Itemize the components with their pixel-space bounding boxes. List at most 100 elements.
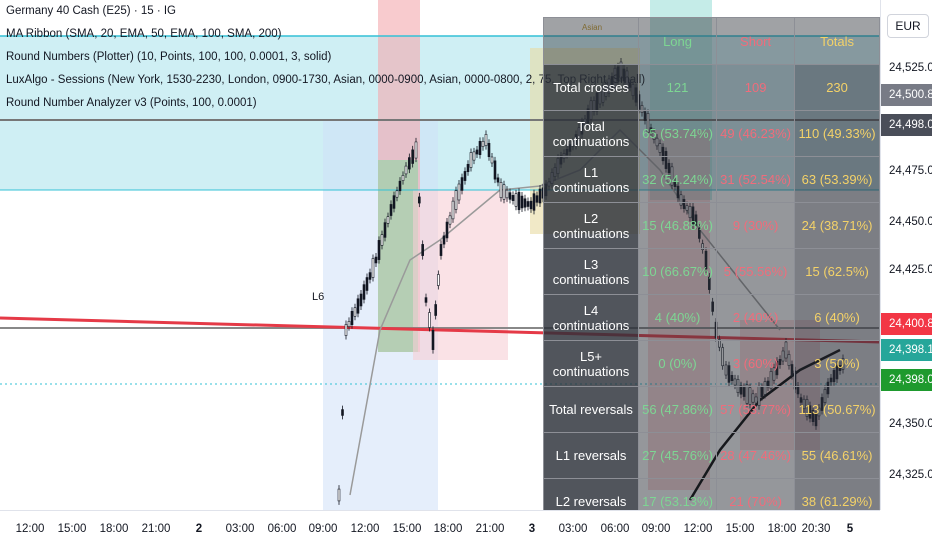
candle	[460, 177, 464, 191]
stats-header-empty	[543, 17, 639, 65]
stats-row-label: L1 reversals	[543, 432, 639, 479]
stats-row: L2 continuations 15 (46.88%) 9 (30%) 24 (38…	[543, 202, 880, 249]
chart-area[interactable]: Asian L6 Germany 40 Cash (E25) · 15 · IG…	[0, 0, 880, 510]
stats-long-value: 17 (53.13%)	[637, 478, 718, 510]
candle	[463, 171, 467, 181]
candle	[377, 240, 381, 260]
price-tag: 24,498.0	[881, 114, 932, 136]
candle	[478, 141, 482, 155]
time-label: 15:00	[392, 523, 422, 535]
stats-short-value: 3 (60%)	[716, 340, 796, 387]
stats-total-value: 230	[794, 64, 880, 111]
time-label: 12:00	[350, 523, 380, 535]
candle	[490, 156, 494, 164]
time-label: 18:00	[767, 523, 797, 535]
candle	[502, 184, 506, 200]
time-label: 09:00	[641, 523, 671, 535]
candle	[472, 151, 476, 161]
candle	[371, 258, 375, 278]
stats-long-value: 4 (40%)	[637, 294, 718, 341]
candle	[532, 193, 536, 211]
time-label: 09:00	[308, 523, 338, 535]
stats-short-value: 28 (47.46%)	[716, 432, 796, 479]
stats-long-value: 56 (47.86%)	[637, 386, 718, 433]
candle	[434, 304, 437, 316]
candle	[374, 256, 378, 264]
stats-row: L2 reversals 17 (53.13%) 21 (70%) 38 (61.29…	[543, 478, 880, 510]
legend-round-numbers[interactable]: Round Numbers (Plotter) (10, Points, 100…	[6, 51, 332, 63]
currency-button[interactable]: EUR	[887, 14, 929, 38]
candle	[421, 244, 424, 256]
candle	[350, 310, 354, 326]
candle	[439, 244, 443, 256]
candle	[380, 234, 384, 246]
time-label: 12:00	[683, 523, 713, 535]
legend-luxalgo-sessions[interactable]: LuxAlgo - Sessions (New York, 1530-2230,…	[6, 74, 646, 86]
candle	[418, 196, 421, 204]
stats-row-label: L4 continuations	[543, 294, 639, 341]
stats-long-value: 0 (0%)	[637, 340, 718, 387]
stats-row: L1 continuations 32 (54.24%) 31 (52.54%) 63…	[543, 156, 880, 203]
stats-short-value: 109	[716, 64, 796, 111]
candle	[466, 163, 470, 173]
stats-total-value: 3 (50%)	[794, 340, 880, 387]
stats-short-value: 49 (46.23%)	[716, 110, 796, 157]
time-label: 2	[195, 523, 203, 535]
legend-round-number-analyzer[interactable]: Round Number Analyzer v3 (Points, 100, 0…	[6, 97, 257, 109]
candle	[401, 175, 405, 181]
round-number-stats-table: Long Short Totals Total crosses 121 109 230…	[543, 17, 880, 510]
stats-row-label: L1 continuations	[543, 156, 639, 203]
candle	[529, 200, 533, 210]
candle	[457, 183, 461, 201]
stats-row-label: L2 continuations	[543, 202, 639, 249]
candle	[445, 221, 449, 239]
candle	[408, 157, 411, 170]
candle	[526, 201, 530, 207]
candle	[451, 200, 455, 220]
price-label: 24,325.0	[889, 469, 932, 481]
candle	[431, 330, 435, 350]
price-tag: 24,500.8	[881, 84, 932, 106]
candle	[499, 182, 503, 198]
stats-long-value: 15 (46.88%)	[637, 202, 718, 249]
candle	[538, 188, 542, 204]
time-label: 06:00	[267, 523, 297, 535]
stats-short-value: 9 (30%)	[716, 202, 796, 249]
stats-row: Total continuations 65 (53.74%) 49 (46.23%…	[543, 110, 880, 157]
stats-row-label: Total continuations	[543, 110, 639, 157]
stats-total-value: 113 (50.67%)	[794, 386, 880, 433]
candle	[508, 192, 512, 200]
stats-total-value: 55 (46.61%)	[794, 432, 880, 479]
time-label: 15:00	[57, 523, 87, 535]
candle	[411, 149, 414, 164]
candle	[437, 274, 440, 286]
stats-total-value: 110 (49.33%)	[794, 110, 880, 157]
time-axis[interactable]: 12:00 15:00 18:00 21:00 2 03:00 06:00 09:00 12:0…	[0, 510, 880, 551]
candle	[392, 195, 396, 209]
stats-short-value: 31 (52.54%)	[716, 156, 796, 203]
candle	[514, 193, 518, 207]
candle	[341, 409, 344, 416]
candle	[505, 189, 509, 199]
legend-symbol[interactable]: Germany 40 Cash (E25) · 15 · IG	[6, 5, 177, 17]
candle	[362, 284, 366, 300]
candle	[511, 195, 515, 201]
stats-short-value: 21 (70%)	[716, 478, 796, 510]
candle	[442, 235, 446, 245]
candle	[365, 277, 369, 291]
stats-row-label: L5+ continuations	[543, 340, 639, 387]
candle	[347, 321, 351, 327]
stats-row: Total reversals 56 (47.86%) 57 (53.77%) 113…	[543, 386, 880, 433]
candle	[517, 191, 521, 211]
candle	[389, 204, 393, 216]
level-label-l6: L6	[312, 291, 324, 303]
price-axis[interactable]: EUR 24,525.0 24,475.0 24,450.0 24,425.0 …	[880, 0, 932, 510]
candle	[448, 215, 452, 225]
candle	[535, 195, 539, 203]
time-label: 03:00	[225, 523, 255, 535]
stats-long-value: 10 (66.67%)	[637, 248, 718, 295]
price-label: 24,525.0	[889, 62, 932, 74]
candle	[428, 312, 431, 328]
stats-short-value: 57 (53.77%)	[716, 386, 796, 433]
legend-ma-ribbon[interactable]: MA Ribbon (SMA, 20, EMA, 50, EMA, 100, S…	[6, 28, 282, 40]
